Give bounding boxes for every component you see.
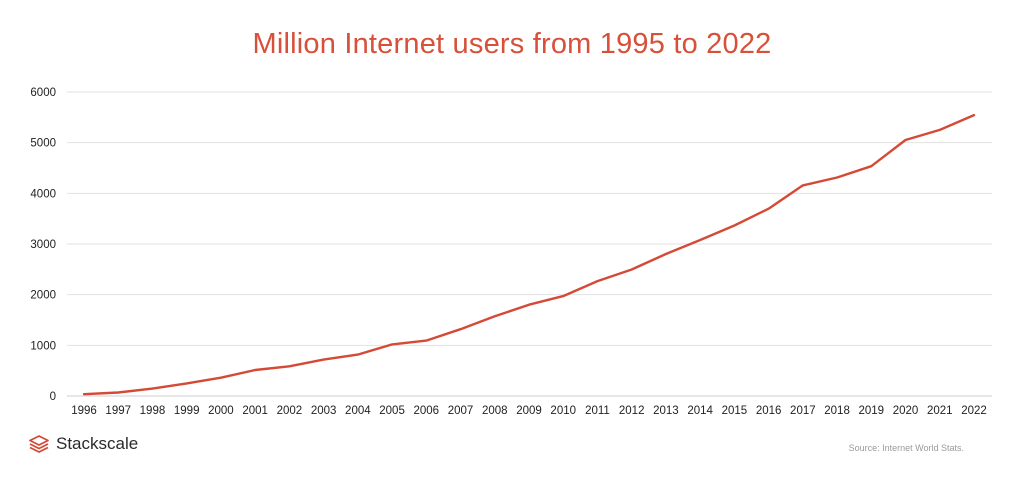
x-tick-label: 2011 (585, 405, 610, 417)
source-note: Source: Internet World Stats. (848, 443, 964, 453)
x-tick-label: 2003 (311, 405, 337, 417)
y-tick-label: 3000 (30, 239, 56, 251)
x-tick-label: 1996 (71, 405, 97, 417)
x-tick-label: 2012 (619, 405, 645, 417)
x-tick-label: 2006 (414, 405, 440, 417)
data-point (630, 267, 634, 271)
data-point (493, 314, 497, 318)
x-tick-label: 2020 (893, 405, 919, 417)
x-tick-label: 1998 (140, 405, 166, 417)
brand: Stackscale (28, 434, 138, 454)
data-point (390, 342, 394, 346)
y-axis-ticks: 0 1000 2000 3000 4000 5000 6000 (30, 87, 56, 403)
data-point (287, 364, 291, 368)
x-tick-label: 2015 (722, 405, 748, 417)
data-point (767, 207, 771, 211)
y-tick-label: 4000 (30, 188, 56, 200)
series-line (82, 113, 976, 396)
data-point (82, 392, 86, 396)
data-point (698, 238, 702, 242)
data-point (595, 279, 599, 283)
y-tick-label: 2000 (30, 290, 56, 302)
x-tick-label: 2014 (687, 405, 713, 417)
series-layer (82, 113, 976, 396)
data-point (459, 327, 463, 331)
data-point (835, 175, 839, 179)
x-tick-label: 1999 (174, 405, 200, 417)
data-point (801, 183, 805, 187)
y-tick-label: 6000 (30, 87, 56, 99)
x-tick-label: 2013 (653, 405, 679, 417)
stackscale-logo-icon (29, 435, 49, 453)
x-tick-label: 2004 (345, 405, 371, 417)
data-point (664, 252, 668, 256)
x-tick-label: 2022 (961, 405, 987, 417)
data-point (424, 339, 428, 343)
data-point (904, 138, 908, 142)
x-tick-label: 2019 (859, 405, 885, 417)
data-point (527, 303, 531, 307)
x-axis-ticks: 1996 1997 1998 1999 2000 2001 2002 2003 2004 2005… (71, 405, 987, 417)
data-point (185, 381, 189, 385)
data-point (732, 223, 736, 227)
x-tick-label: 2009 (516, 405, 542, 417)
data-point (561, 294, 565, 298)
brand-name: Stackscale (56, 434, 139, 453)
x-tick-label: 2018 (824, 405, 850, 417)
x-tick-label: 1997 (105, 405, 131, 417)
data-point (322, 358, 326, 362)
data-point (972, 113, 976, 117)
x-tick-label: 2000 (208, 405, 234, 417)
y-tick-label: 0 (50, 391, 56, 403)
data-point (219, 376, 223, 380)
chart-title: Million Internet users from 1995 to 2022 (252, 28, 772, 60)
x-tick-label: 2010 (550, 405, 576, 417)
data-point (869, 164, 873, 168)
x-tick-label: 2005 (379, 405, 405, 417)
data-point (253, 368, 257, 372)
x-tick-label: 2016 (756, 405, 782, 417)
y-tick-label: 5000 (30, 138, 56, 150)
x-tick-label: 2008 (482, 405, 508, 417)
data-point (116, 390, 120, 394)
x-tick-label: 2021 (927, 405, 953, 417)
data-point (356, 353, 360, 357)
data-point (150, 387, 154, 391)
x-tick-label: 2001 (242, 405, 268, 417)
gridlines (67, 91, 992, 397)
data-point (938, 128, 942, 132)
x-tick-label: 2017 (790, 405, 816, 417)
x-tick-label: 2002 (277, 405, 303, 417)
x-tick-label: 2007 (448, 405, 474, 417)
y-tick-label: 1000 (30, 340, 56, 352)
